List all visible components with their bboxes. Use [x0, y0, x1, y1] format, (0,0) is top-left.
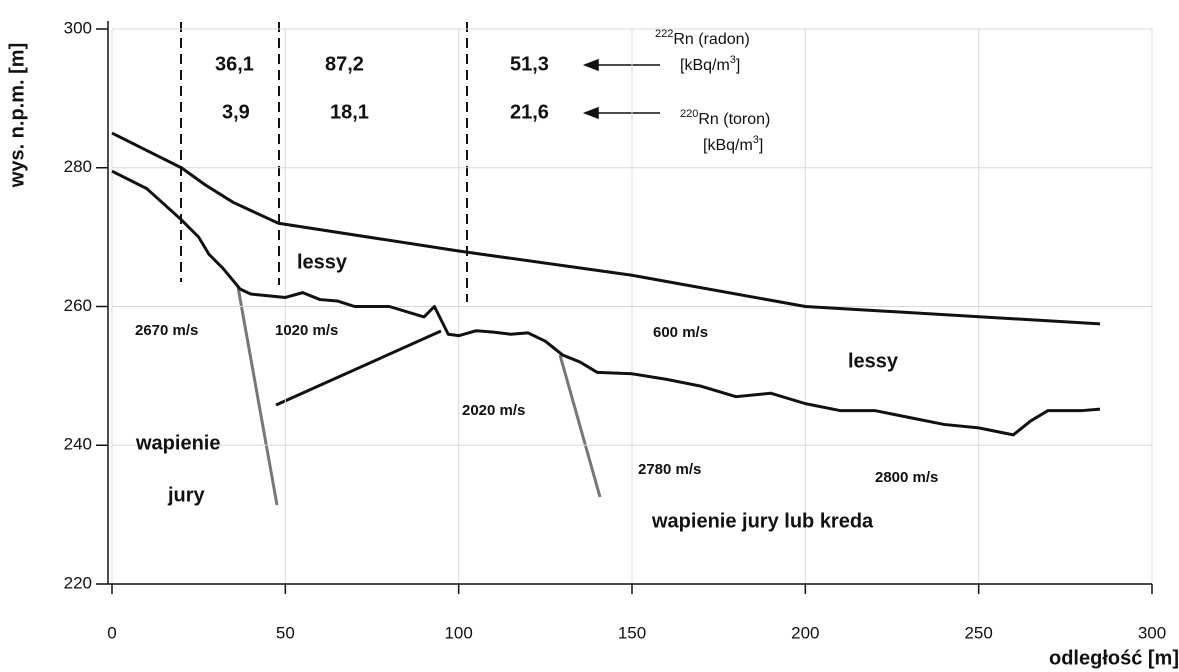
unit: [kBq/m [680, 57, 730, 74]
legend-toron: 220Rn (toron) [680, 108, 770, 128]
refractor-line [236, 286, 279, 506]
arrow-head [582, 58, 599, 72]
x-tick-label: 200 [791, 623, 819, 642]
x-tick-label: 150 [618, 623, 646, 642]
isotope: 222 [655, 28, 673, 40]
layer-label: lessy [848, 350, 899, 372]
velocity-label: 600 m/s [653, 324, 708, 341]
arrows [582, 58, 660, 120]
isotope: 220 [680, 108, 698, 120]
legend-unit: [kBq/m3] [703, 134, 763, 154]
y-tick-label: 300 [64, 18, 92, 37]
concentration: 3,9 [222, 101, 250, 123]
velocity-label: 2800 m/s [875, 469, 938, 486]
y-tick-label: 220 [64, 573, 92, 592]
x-tick-label: 100 [444, 623, 472, 642]
concentration: 36,1 [215, 53, 254, 75]
y-axis-label: wys. n.p.m. [m] [6, 43, 28, 188]
velocity-label: 1020 m/s [275, 322, 338, 339]
refractor-line [558, 354, 602, 498]
layer-label: wapienie [135, 432, 220, 454]
concentration: 18,1 [330, 101, 369, 123]
y-tick-label: 260 [64, 296, 92, 315]
x-tick-label: 0 [107, 623, 116, 642]
x-axis-label: odległość [m] [1049, 647, 1179, 669]
boundaries [180, 22, 468, 302]
unit-end: ] [736, 57, 740, 74]
unit: [kBq/m [703, 137, 753, 154]
layer-label: wapienie jury lub kreda [651, 510, 874, 532]
layer-label: jury [167, 484, 206, 506]
series-line [111, 131, 1101, 326]
velocity-label: 2780 m/s [638, 461, 701, 478]
legend-unit: [kBq/m3] [680, 54, 740, 74]
y-tick-label: 240 [64, 435, 92, 454]
legend-name: Rn (radon) [673, 31, 749, 48]
x-tick-label: 300 [1138, 623, 1166, 642]
concentration: 51,3 [510, 53, 549, 75]
refractor-line [275, 329, 442, 407]
unit-exp: 3 [730, 54, 736, 66]
velocity-label: 2020 m/s [462, 402, 525, 419]
x-tick-label: 50 [276, 623, 295, 642]
y-tick-label: 280 [64, 157, 92, 176]
concentration: 87,2 [325, 53, 364, 75]
legend-name: Rn (toron) [698, 111, 770, 128]
series-line [111, 169, 1101, 437]
unit-exp: 3 [753, 134, 759, 146]
velocity-label: 2670 m/s [135, 322, 198, 339]
legend-radon: 222Rn (radon) [655, 28, 750, 48]
layer-label: lessy [297, 251, 348, 273]
unit-end: ] [759, 137, 763, 154]
concentration: 21,6 [510, 101, 549, 123]
arrow-head [582, 106, 599, 120]
x-tick-label: 250 [964, 623, 992, 642]
